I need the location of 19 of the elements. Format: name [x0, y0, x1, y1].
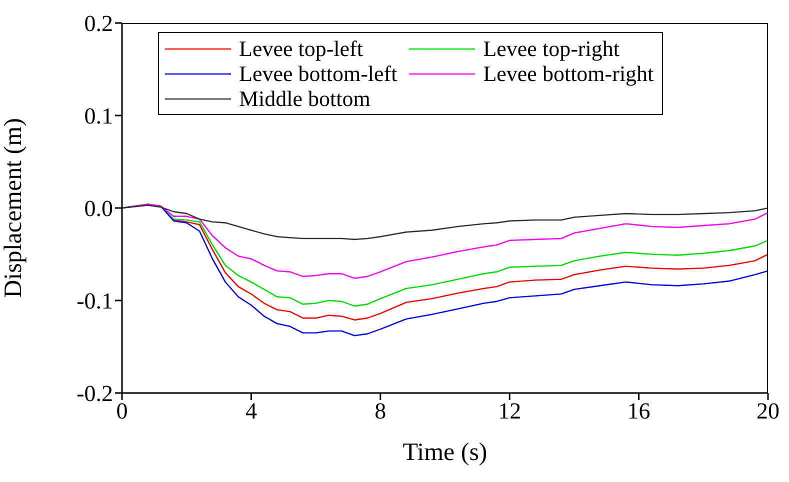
y-tick-label: 0.0: [84, 196, 113, 222]
legend-label: Levee top-left: [239, 36, 363, 61]
y-axis-title: Displacement (m): [0, 118, 27, 298]
x-tick-label: 12: [498, 398, 522, 424]
x-tick-label: 16: [627, 398, 650, 424]
legend-label: Levee bottom-right: [483, 61, 654, 86]
y-tick-label: -0.1: [76, 288, 113, 314]
x-tick-label: 0: [116, 398, 128, 424]
y-tick-label: 0.2: [84, 11, 113, 36]
x-tick-label: 8: [374, 398, 386, 424]
y-tick-label: 0.1: [84, 104, 113, 129]
legend-label: Levee top-right: [483, 36, 620, 61]
y-tick-label: -0.2: [76, 381, 113, 406]
x-tick-label: 20: [756, 398, 780, 424]
x-tick-label: 4: [245, 398, 258, 424]
line-series: [122, 204, 768, 240]
legend-label: Levee bottom-left: [239, 61, 398, 86]
x-axis-title: Time (s): [402, 439, 488, 466]
legend-label: Middle bottom: [239, 86, 370, 111]
